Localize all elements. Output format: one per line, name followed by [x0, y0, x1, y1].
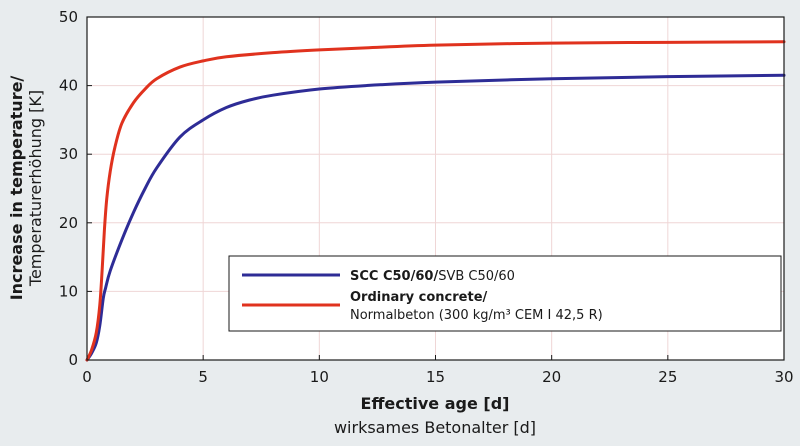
x-tick-label: 15 — [426, 368, 445, 386]
x-tick-label: 5 — [198, 368, 208, 386]
series-line-ordinary — [85, 40, 786, 362]
x-axis-label-bold: Effective age [d] — [361, 394, 510, 413]
legend: SCC C50/60/SVB C50/60 Ordinary concrete/… — [228, 255, 782, 332]
y-tick-label: 50 — [59, 8, 78, 26]
x-tick-label: 10 — [310, 368, 329, 386]
x-axis-ticks: 0 5 10 15 20 25 30 — [82, 355, 794, 386]
y-tick-label: 0 — [68, 351, 78, 369]
y-axis-label-bold: Increase in temperature/ — [7, 76, 26, 301]
legend-label-scc-normal: SVB C50/60 — [438, 269, 515, 284]
y-tick-label: 30 — [59, 145, 78, 163]
x-tick-label: 30 — [774, 368, 793, 386]
x-tick-label: 0 — [82, 368, 92, 386]
y-axis-label-normal: Temperaturerhöhung [K] — [26, 90, 45, 287]
legend-label-scc-bold: SCC C50/60/ — [350, 269, 438, 284]
legend-label-ordinary-normal: Normalbeton (300 kg/m³ CEM I 42,5 R) — [350, 308, 603, 323]
series-line-scc — [85, 73, 786, 362]
x-tick-label: 20 — [542, 368, 561, 386]
y-tick-label: 40 — [59, 77, 78, 95]
y-tick-label: 10 — [59, 282, 78, 300]
series-group — [85, 40, 786, 362]
x-tick-label: 25 — [658, 368, 677, 386]
y-axis-ticks: 0 10 20 30 40 50 — [59, 8, 92, 369]
y-tick-label: 20 — [59, 214, 78, 232]
legend-label-scc: SCC C50/60/SVB C50/60 — [350, 269, 515, 284]
x-axis-label-normal: wirksames Betonalter [d] — [334, 418, 536, 437]
legend-label-ordinary-bold: Ordinary concrete/ — [350, 290, 488, 305]
legend-box — [228, 255, 782, 332]
